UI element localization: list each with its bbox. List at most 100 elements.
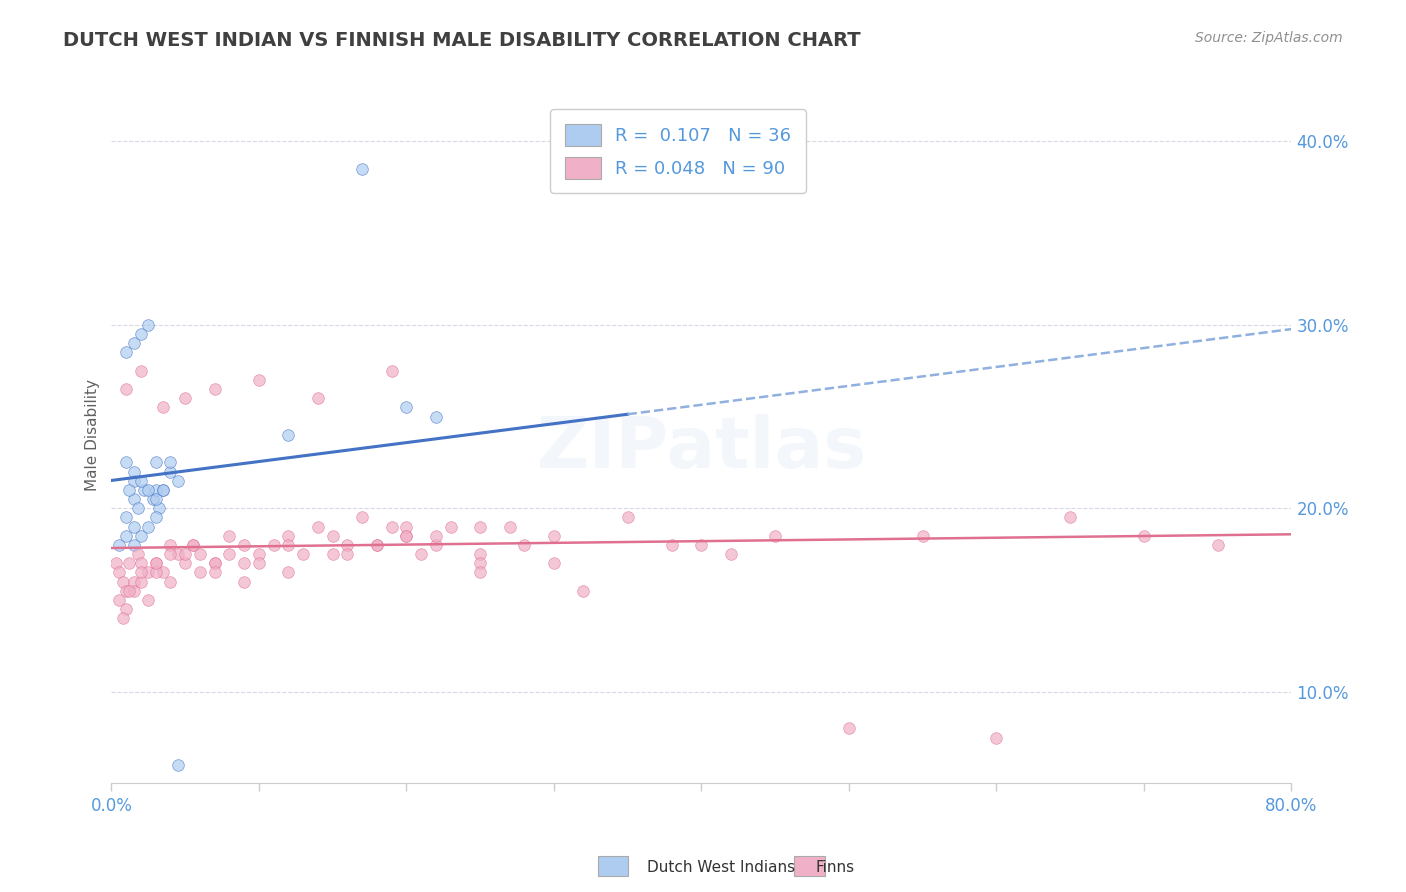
Point [277, 538, 299, 552]
Point [115, 345, 138, 359]
Point [148, 501, 170, 516]
Point [166, 758, 188, 772]
Point [233, 574, 256, 589]
Point [366, 538, 388, 552]
Point [122, 583, 145, 598]
Point [145, 556, 167, 570]
Point [322, 547, 344, 561]
Text: DUTCH WEST INDIAN VS FINNISH MALE DISABILITY CORRELATION CHART: DUTCH WEST INDIAN VS FINNISH MALE DISABI… [63, 31, 860, 50]
Point [1059, 510, 1081, 524]
Point [115, 583, 138, 598]
Point [107, 593, 129, 607]
Point [263, 538, 285, 552]
Point [440, 519, 463, 533]
Point [142, 491, 165, 506]
Point [136, 483, 159, 497]
Point [112, 611, 135, 625]
Point [122, 538, 145, 552]
Point [233, 556, 256, 570]
Point [129, 574, 152, 589]
Point [277, 428, 299, 442]
Point [118, 583, 141, 598]
Point [159, 538, 181, 552]
Point [122, 474, 145, 488]
Point [122, 336, 145, 351]
Point [181, 538, 204, 552]
Point [115, 382, 138, 396]
Point [118, 483, 141, 497]
Point [188, 566, 211, 580]
Point [127, 547, 149, 561]
Point [145, 455, 167, 469]
Point [543, 529, 565, 543]
Point [129, 566, 152, 580]
Point [145, 510, 167, 524]
Bar [794, 856, 825, 876]
Point [204, 382, 226, 396]
Point [159, 547, 181, 561]
Point [470, 519, 492, 533]
Point [129, 556, 152, 570]
Point [159, 574, 181, 589]
Text: ZIPatlas: ZIPatlas [536, 414, 866, 483]
Point [188, 547, 211, 561]
Point [352, 161, 374, 176]
Point [129, 529, 152, 543]
Point [107, 566, 129, 580]
Point [395, 529, 418, 543]
Point [247, 373, 270, 387]
Text: Dutch West Indians: Dutch West Indians [647, 860, 794, 874]
Point [381, 364, 404, 378]
Point [425, 409, 447, 424]
Point [152, 401, 174, 415]
Point [395, 401, 418, 415]
Point [572, 583, 595, 598]
Point [690, 538, 713, 552]
Point [132, 483, 155, 497]
Point [292, 547, 315, 561]
Point [107, 538, 129, 552]
Point [129, 474, 152, 488]
Point [470, 547, 492, 561]
Point [720, 547, 742, 561]
Point [129, 364, 152, 378]
Point [307, 391, 329, 405]
Point [277, 529, 299, 543]
Point [174, 556, 197, 570]
Point [1133, 529, 1156, 543]
Point [986, 731, 1008, 745]
Point [425, 538, 447, 552]
Point [204, 556, 226, 570]
Point [204, 556, 226, 570]
Point [543, 556, 565, 570]
Text: Source: ZipAtlas.com: Source: ZipAtlas.com [1195, 31, 1343, 45]
Point [152, 483, 174, 497]
Point [513, 538, 536, 552]
Point [145, 566, 167, 580]
Point [1206, 538, 1229, 552]
Point [145, 491, 167, 506]
Point [166, 547, 188, 561]
Point [112, 574, 135, 589]
Point [395, 529, 418, 543]
Point [336, 538, 359, 552]
Point [366, 538, 388, 552]
Point [136, 566, 159, 580]
Bar [598, 856, 628, 876]
Point [911, 529, 934, 543]
Point [218, 529, 240, 543]
Point [352, 510, 374, 524]
Point [470, 566, 492, 580]
Point [181, 538, 204, 552]
Point [115, 529, 138, 543]
Point [616, 510, 638, 524]
Point [336, 547, 359, 561]
Point [115, 455, 138, 469]
Point [136, 519, 159, 533]
Point [122, 574, 145, 589]
Point [661, 538, 683, 552]
Point [145, 556, 167, 570]
Point [395, 519, 418, 533]
Point [277, 566, 299, 580]
Point [425, 529, 447, 543]
